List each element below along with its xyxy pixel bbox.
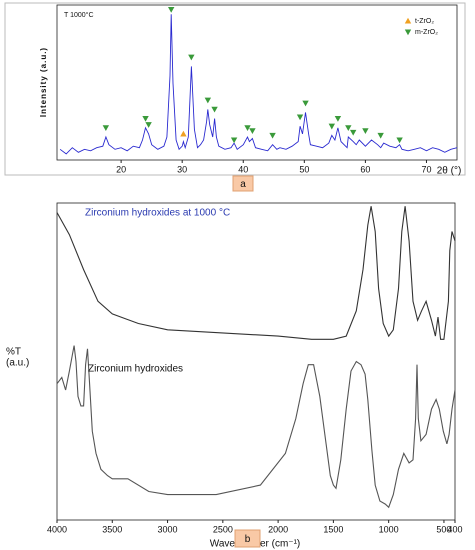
x-tick-label: 50: [299, 164, 309, 174]
x-tick-label: 40: [238, 164, 248, 174]
plot-frame: [56, 4, 458, 161]
peak-marker: [244, 125, 251, 131]
peak-marker: [345, 125, 352, 131]
data-line: [56, 345, 456, 509]
series-label: Zirconium hydroxides at 1000 °C: [85, 208, 230, 219]
y-axis-label: (a.u.): [6, 358, 29, 369]
peak-marker: [296, 114, 304, 121]
peak-marker: [396, 137, 403, 144]
peak-marker: [167, 7, 175, 13]
peak-marker: [180, 130, 187, 137]
peak-marker: [142, 116, 149, 122]
peak-marker: [249, 128, 256, 135]
x-tick-label: 20: [116, 164, 126, 174]
x-tick-label: 500: [436, 524, 451, 534]
plot-frame: [56, 202, 456, 521]
x-tick-label: 60: [360, 164, 370, 174]
x-tick-label: 3500: [102, 524, 122, 534]
x-tick-label: 30: [177, 164, 187, 174]
peak-marker: [362, 128, 369, 135]
peak-marker: [188, 54, 195, 61]
x-tick-label: 70: [421, 164, 431, 174]
x-tick-label: 2500: [213, 524, 233, 534]
peak-marker: [102, 125, 110, 131]
panel-label: b: [245, 534, 251, 545]
x-tick-label: 400: [447, 524, 462, 534]
peak-marker: [377, 132, 384, 139]
panel-label: a: [240, 179, 246, 190]
legend-symbol: [404, 29, 412, 36]
panel-frame: [4, 2, 466, 176]
legend-symbol: [404, 17, 412, 24]
peak-marker: [269, 132, 276, 139]
x-tick-label: 1000: [379, 524, 399, 534]
peak-marker: [349, 129, 357, 136]
panel-label-box: [232, 175, 254, 192]
x-axis-label: 2θ (°): [437, 166, 462, 177]
panel-label-box: [234, 529, 261, 548]
x-tick-label: 3000: [158, 524, 178, 534]
peak-marker: [145, 122, 152, 128]
legend-label: m-ZrO₂: [415, 29, 438, 36]
peak-marker: [211, 106, 218, 113]
series-label: Zirconium hydroxides: [88, 364, 183, 375]
peak-marker: [328, 123, 336, 130]
x-tick-label: 2000: [268, 524, 288, 534]
data-line: [56, 206, 456, 340]
x-tick-label: 4000: [47, 524, 67, 534]
y-axis-label: Intensity (a.u.): [39, 47, 48, 117]
x-tick-label: 1500: [323, 524, 343, 534]
data-line: [59, 14, 458, 155]
y-axis-label: %T: [6, 347, 21, 358]
legend-label: t-ZrO₂: [415, 18, 434, 25]
peak-marker: [302, 100, 309, 107]
annotation: T 1000°C: [64, 11, 94, 19]
peak-marker: [204, 97, 212, 104]
peak-marker: [334, 116, 342, 122]
peak-marker: [230, 137, 238, 144]
